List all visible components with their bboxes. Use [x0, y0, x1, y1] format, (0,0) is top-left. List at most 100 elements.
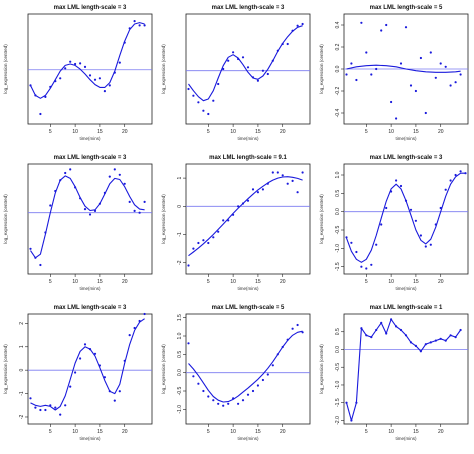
data-point	[118, 173, 121, 176]
data-point	[197, 101, 200, 104]
data-point	[399, 184, 403, 188]
data-point	[365, 267, 368, 270]
x-tick-label: 20	[438, 279, 444, 285]
data-point	[291, 29, 294, 32]
data-point	[399, 328, 403, 332]
data-point	[355, 401, 358, 404]
data-point	[271, 171, 274, 174]
data-point	[128, 27, 131, 30]
y-tick-label: 0.0	[335, 208, 341, 215]
data-point	[390, 190, 393, 193]
data-point	[380, 223, 383, 226]
data-point	[29, 397, 32, 400]
data-point	[419, 56, 422, 60]
data-point	[83, 343, 87, 346]
data-point	[434, 223, 437, 226]
x-tick-label: 15	[97, 429, 103, 435]
chart-panel-1: max LML length-scale = 3 5 10 15 20 time(mins…	[3, 5, 153, 141]
data-point	[108, 390, 111, 393]
data-point	[232, 51, 235, 54]
chart-panel-7: max LML length-scale = 35 10 15 20time(mins…	[3, 305, 153, 441]
chart-title: max LML length-scale = 3	[54, 5, 127, 11]
fitted-curve	[188, 330, 303, 403]
y-axis-label: log_expression (centred)	[3, 344, 8, 394]
data-point	[301, 22, 304, 26]
data-point	[237, 57, 240, 61]
chart-panel-9: max LML length-scale = 1 5 10 15 20 time(mins…	[319, 305, 469, 441]
data-point	[108, 175, 111, 178]
data-point	[93, 352, 97, 355]
data-point	[459, 328, 462, 332]
data-point	[123, 182, 126, 185]
data-point	[360, 327, 363, 330]
data-point	[375, 328, 378, 332]
data-point	[128, 200, 131, 203]
data-point	[103, 90, 106, 93]
data-point	[291, 179, 294, 182]
y-tick-label: 0.5	[177, 351, 183, 358]
data-point	[419, 234, 422, 237]
data-point	[404, 334, 408, 337]
y-tick-label: 1.5	[177, 314, 183, 321]
data-point	[39, 263, 42, 267]
y-tick-label: -2	[19, 415, 25, 420]
data-point	[434, 76, 437, 79]
data-point	[133, 209, 136, 212]
data-point	[232, 213, 235, 216]
x-tick-label: 20	[280, 429, 286, 435]
chart-panel-6: max LML length-scale = 3 5 10 15 20 time(mins…	[319, 155, 469, 291]
fitted-curve	[30, 318, 145, 411]
data-point	[222, 67, 225, 71]
data-point	[424, 245, 427, 248]
data-point	[108, 84, 111, 87]
data-point	[414, 89, 417, 93]
data-point	[261, 188, 264, 191]
chart-title: max LML length-scale = 3	[54, 305, 127, 311]
fitted-curve	[345, 318, 462, 422]
y-axis-label: log_expression (centred)	[3, 194, 8, 244]
data-point	[444, 65, 447, 68]
chart-panel-8: max LML length-scale = 5 5 10 15 20 time(mins…	[161, 305, 311, 441]
y-tick-label: -1	[177, 232, 183, 237]
data-point	[192, 247, 195, 250]
plot-frame	[185, 163, 311, 275]
y-tick-label: 0.4	[335, 21, 341, 28]
data-point	[138, 24, 141, 27]
data-point	[271, 364, 274, 367]
data-point	[64, 404, 67, 407]
data-point	[419, 350, 422, 353]
data-point	[207, 112, 210, 116]
data-point	[69, 385, 72, 388]
data-point	[59, 179, 62, 182]
y-tick-label: 0.5	[335, 328, 341, 335]
data-point	[187, 342, 190, 345]
data-point	[246, 66, 250, 69]
data-point	[202, 109, 205, 112]
data-point	[93, 78, 97, 81]
data-point	[138, 319, 141, 323]
x-tick-label: 10	[388, 279, 394, 285]
plot-frame	[185, 313, 311, 425]
x-tick-label: 5	[207, 429, 210, 435]
y-axis-label: log_expression (centred)	[319, 44, 324, 94]
chart-title: max LML length-scale = 1	[370, 305, 443, 311]
data-point	[222, 219, 225, 222]
plot-frame	[185, 13, 311, 125]
data-point	[261, 378, 264, 382]
x-tick-label: 15	[255, 129, 261, 135]
data-point	[301, 171, 304, 174]
data-point	[39, 408, 42, 412]
data-point	[64, 171, 67, 175]
data-point	[459, 170, 462, 173]
data-point	[212, 99, 215, 102]
x-axis-label: time(mins)	[80, 136, 102, 141]
data-point	[296, 323, 299, 327]
data-point	[74, 62, 77, 66]
data-point	[345, 236, 348, 239]
data-point	[271, 59, 274, 62]
data-point	[251, 76, 255, 79]
y-tick-label: -2	[177, 260, 183, 265]
x-tick-label: 5	[365, 129, 368, 135]
y-tick-label: 0.0	[177, 369, 183, 376]
data-point	[113, 71, 116, 74]
